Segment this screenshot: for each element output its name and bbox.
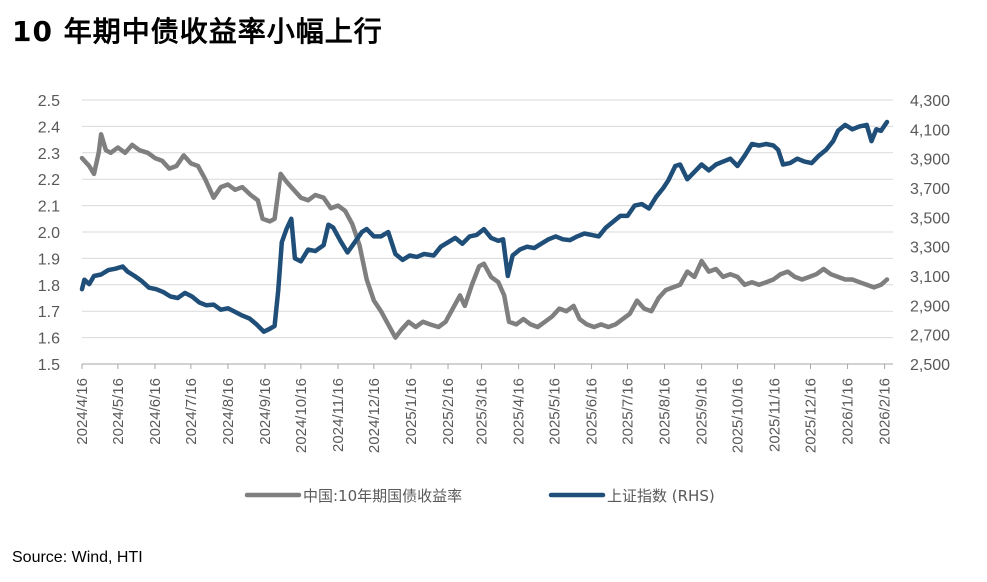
y-left-tick-label: 1.5 — [38, 357, 60, 374]
x-tick-label: 2025/9/16 — [694, 378, 711, 445]
x-tick-label: 2025/6/16 — [584, 378, 601, 445]
x-tick-label: 2026/2/16 — [877, 378, 894, 445]
y-left-tick-label: 2.1 — [38, 199, 60, 216]
y-left-tick-label: 1.6 — [38, 331, 60, 348]
x-tick-label: 2025/11/16 — [767, 378, 784, 452]
x-tick-label: 2026/1/16 — [840, 378, 857, 445]
x-tick-label: 2024/8/16 — [220, 378, 237, 445]
series-line-cn-10y-yield — [79, 132, 890, 340]
y-left-tick-label: 2.3 — [38, 146, 60, 163]
x-tick-label: 2025/5/16 — [546, 378, 563, 445]
y-right-tick-label: 3,900 — [910, 152, 950, 169]
x-tick-label: 2024/11/16 — [330, 378, 347, 452]
series-lines — [79, 119, 890, 340]
x-tick-label: 2024/7/16 — [183, 378, 200, 445]
y-left-tick-label: 2.0 — [38, 225, 60, 242]
x-tick-label: 2024/10/16 — [293, 378, 310, 453]
y-left-tick-label: 2.4 — [38, 119, 60, 136]
x-tick-label: 2024/6/16 — [147, 378, 164, 445]
chart: 2.52.42.32.22.12.01.91.81.71.61.5 4,3004… — [38, 93, 950, 505]
x-tick-label: 2025/4/16 — [511, 378, 528, 445]
y-axis-right: 4,300 4,100 3,900 3,700 3,500 3,300 3,100 2,900… — [910, 93, 950, 374]
x-tick-label: 2025/8/16 — [657, 378, 674, 445]
y-left-tick-label: 1.8 — [38, 278, 60, 295]
source-note: Source: Wind, HTI — [12, 549, 143, 566]
x-tick-label: 2025/2/16 — [440, 378, 457, 445]
y-axis-left: 2.5 2.4 2.3 2.2 2.1 2.0 1.9 1.8 1.7 1.6 1.5 — [38, 93, 60, 374]
x-axis: 2024/4/16 2024/5/16 2024/6/16 2024/7/16 2024… — [74, 364, 894, 453]
x-tick-label: 2025/3/16 — [474, 378, 491, 445]
x-tick-label: 2024/5/16 — [110, 378, 127, 445]
x-tick-label: 2025/7/16 — [619, 378, 636, 445]
legend-label: 中国:10年期国债收益率 — [303, 487, 462, 505]
y-right-tick-label: 2,900 — [910, 298, 950, 315]
y-right-tick-label: 2,500 — [910, 357, 950, 374]
y-left-tick-label: 1.7 — [38, 304, 60, 321]
series-line-shanghai-index — [79, 119, 890, 334]
x-tick-label: 2024/4/16 — [74, 378, 91, 445]
legend: 中国:10年期国债收益率 上证指数 (RHS) — [244, 487, 715, 505]
y-right-tick-label: 2,700 — [910, 328, 950, 345]
x-tick-label: 2024/9/16 — [257, 378, 274, 445]
page-title: 10 年期中债收益率小幅上行 — [12, 15, 383, 48]
y-left-tick-label: 2.2 — [38, 172, 60, 189]
x-tick-label: 2025/12/16 — [802, 378, 819, 453]
x-tick-label: 2025/10/16 — [729, 378, 746, 453]
gridlines — [82, 99, 893, 365]
x-tick-label: 2024/12/16 — [366, 378, 383, 453]
y-left-tick-label: 1.9 — [38, 251, 60, 268]
y-right-tick-label: 3,300 — [910, 240, 950, 257]
y-left-tick-label: 2.5 — [38, 93, 60, 110]
y-right-tick-label: 4,300 — [910, 93, 950, 110]
x-tick-label: 2025/1/16 — [403, 378, 420, 445]
legend-label: 上证指数 (RHS) — [607, 487, 715, 505]
y-right-tick-label: 4,100 — [910, 122, 950, 139]
y-right-tick-label: 3,100 — [910, 269, 950, 286]
y-right-tick-label: 3,500 — [910, 210, 950, 227]
y-right-tick-label: 3,700 — [910, 181, 950, 198]
